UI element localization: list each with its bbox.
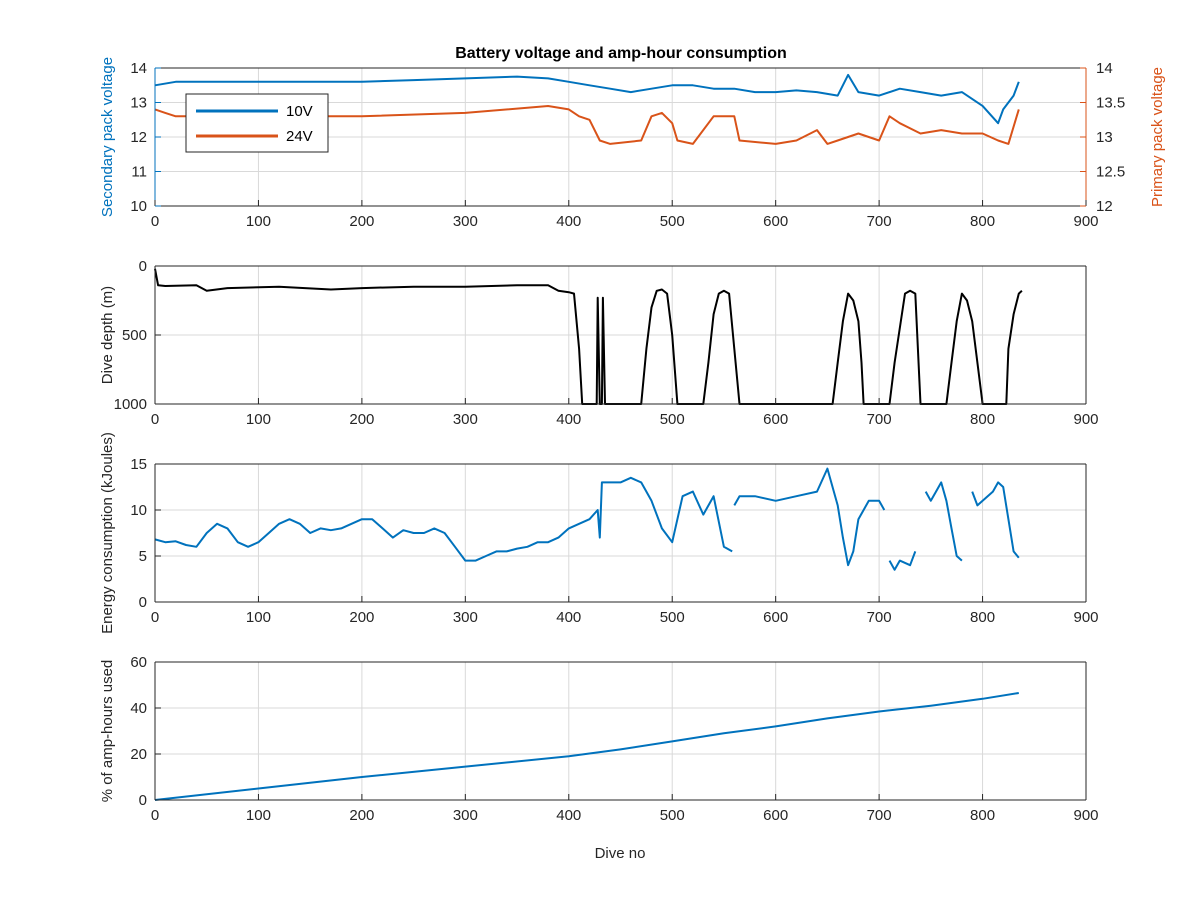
- panel-3: 0 100 200 300 400 500 600 700 800 900 0 5 10 15 Energy…: [99, 432, 1099, 634]
- plots-container: 0 100 200 300 400 500 600 700 800 900101112131412…: [99, 57, 1166, 824]
- legend-label-24v: 24V: [286, 128, 313, 145]
- x-tick-label: 900: [1073, 213, 1098, 230]
- x-tick-label: 200: [349, 213, 374, 230]
- y-axis-label: Energy consumption (kJoules): [99, 432, 116, 634]
- x-tick-label: 900: [1073, 411, 1098, 428]
- x-tick-label: 300: [453, 609, 478, 626]
- series-line-panel4: [154, 692, 1019, 801]
- x-tick-label: 500: [660, 609, 685, 626]
- x-tick-label: 0: [151, 609, 159, 626]
- x-tick-label: 200: [349, 807, 374, 824]
- x-tick-label: 800: [970, 609, 995, 626]
- x-tick-label: 100: [246, 807, 271, 824]
- y-right-tick-label: 13.5: [1096, 95, 1125, 112]
- y-tick-label: 1000: [114, 396, 147, 413]
- legend-box: [185, 93, 329, 153]
- legend-label-10v: 10V: [286, 103, 313, 120]
- y-tick-label: 14: [130, 60, 147, 77]
- x-tick-label: 200: [349, 411, 374, 428]
- y-tick-label: 60: [130, 654, 147, 671]
- x-axis-label: Dive no: [595, 845, 646, 862]
- x-tick-label: 900: [1073, 807, 1098, 824]
- series-line-panel3-seg4: [924, 481, 963, 562]
- x-tick-label: 400: [556, 807, 581, 824]
- y-tick-label: 12: [130, 129, 147, 146]
- series-line-panel3-seg3: [888, 551, 917, 571]
- y-tick-label: 0: [139, 258, 147, 275]
- x-tick-label: 300: [453, 807, 478, 824]
- x-tick-label: 700: [867, 213, 892, 230]
- x-tick-label: 400: [556, 609, 581, 626]
- x-tick-label: 700: [867, 609, 892, 626]
- x-tick-label: 100: [246, 213, 271, 230]
- x-tick-label: 600: [763, 807, 788, 824]
- y-tick-label: 15: [130, 456, 147, 473]
- x-tick-label: 500: [660, 213, 685, 230]
- x-tick-label: 100: [246, 609, 271, 626]
- y-right-axis-label: Primary pack voltage: [1149, 67, 1166, 207]
- y-tick-label: 0: [139, 594, 147, 611]
- y-right-tick-label: 14: [1096, 60, 1113, 77]
- x-tick-label: 500: [660, 807, 685, 824]
- y-right-tick-label: 13: [1096, 129, 1113, 146]
- y-tick-label: 0: [139, 792, 147, 809]
- y-axis-label: Secondary pack voltage: [99, 57, 116, 217]
- x-tick-label: 0: [151, 213, 159, 230]
- y-axis-label: % of amp-hours used: [99, 660, 116, 803]
- y-tick-label: 10: [130, 198, 147, 215]
- y-tick-label: 11: [131, 164, 147, 181]
- y-axis-label: Dive depth (m): [99, 286, 116, 384]
- y-tick-label: 20: [130, 746, 147, 763]
- x-tick-label: 800: [970, 411, 995, 428]
- y-right-tick-label: 12: [1096, 198, 1113, 215]
- x-tick-label: 600: [763, 213, 788, 230]
- x-tick-label: 300: [453, 213, 478, 230]
- x-tick-label: 700: [867, 807, 892, 824]
- x-tick-label: 600: [763, 609, 788, 626]
- y-tick-label: 500: [122, 327, 147, 344]
- x-tick-label: 100: [246, 411, 271, 428]
- series-line-panel3-seg1: [154, 476, 733, 562]
- y-tick-label: 40: [130, 700, 147, 717]
- x-tick-label: 0: [151, 807, 159, 824]
- y-right-tick-label: 12.5: [1096, 164, 1125, 181]
- panel-4: 0 100 200 300 400 500 600 700 800 900 0 20 40 60 % of …: [99, 654, 1099, 824]
- x-tick-label: 800: [970, 807, 995, 824]
- x-tick-label: 900: [1073, 609, 1098, 626]
- x-tick-label: 800: [970, 213, 995, 230]
- x-tick-label: 0: [151, 411, 159, 428]
- x-tick-label: 700: [867, 411, 892, 428]
- x-tick-label: 300: [453, 411, 478, 428]
- figure-title: Battery voltage and amp-hour consumption: [455, 45, 787, 62]
- x-tick-label: 400: [556, 411, 581, 428]
- x-tick-label: 600: [763, 411, 788, 428]
- panel-1: 0 100 200 300 400 500 600 700 800 900 10 11 12 13 14 12…: [99, 57, 1166, 230]
- x-tick-label: 500: [660, 411, 685, 428]
- y-tick-label: 10: [130, 502, 147, 519]
- x-tick-label: 200: [349, 609, 374, 626]
- series-line-24v: [154, 105, 1020, 145]
- series-line-panel3-seg2: [733, 467, 886, 567]
- y-tick-label: 5: [139, 548, 147, 565]
- y-tick-label: 13: [130, 95, 147, 112]
- series-line-10v: [154, 73, 1020, 125]
- panel-2: 0 100 200 300 400 500 600 700 800 900 0 500 1000 Dive…: [99, 258, 1099, 428]
- series-line-panel3-seg5: [971, 481, 1020, 559]
- x-tick-label: 400: [556, 213, 581, 230]
